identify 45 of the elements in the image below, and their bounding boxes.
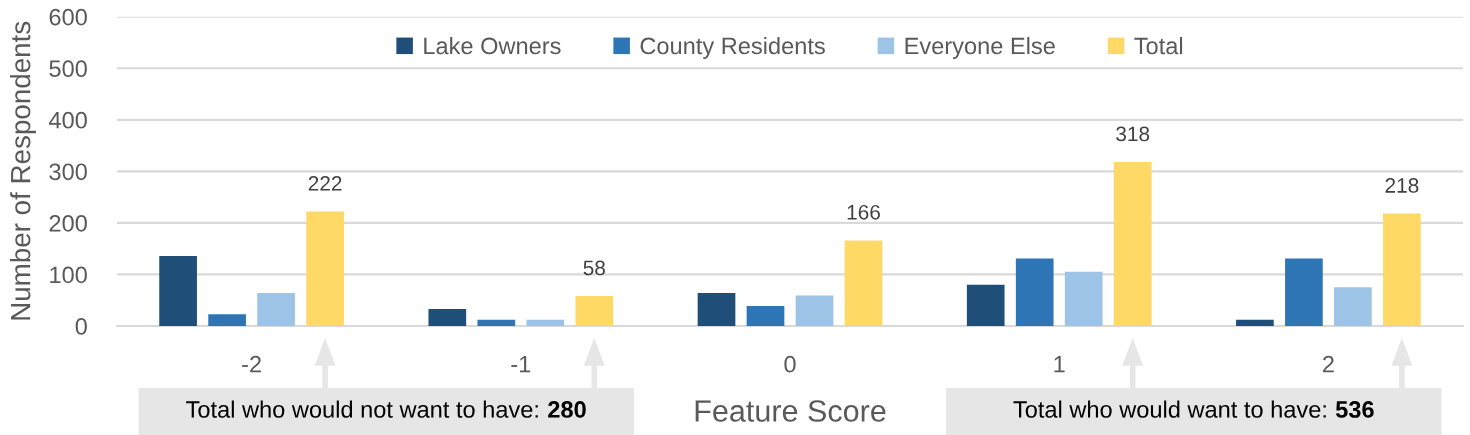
bar [428,308,467,326]
data-label: 218 [1385,178,1419,193]
bar [746,305,785,326]
y-tick-label: 200 [49,214,87,232]
bar [526,319,565,326]
bar [1064,271,1103,326]
x-tick-label: -2 [242,355,261,373]
y-tick-label: 600 [49,8,87,26]
y-tick-label: 400 [48,111,87,129]
x-tick-label: 2 [1323,355,1334,373]
data-label: 318 [1116,126,1150,142]
text: Total who would not want to have: 280 [186,400,586,418]
bar [257,293,295,326]
x-tick-label: 1 [1054,356,1065,373]
bar [966,284,1005,326]
y-tick-label: 500 [49,60,87,78]
y-tick-label: 100 [50,266,87,284]
y-tick-label: 300 [49,163,87,181]
bar [795,295,834,326]
bar [1334,287,1372,326]
bar [159,255,197,326]
bar [208,314,246,326]
bar [477,319,516,326]
bar [1236,319,1274,326]
x-tick-label: 0 [784,355,796,373]
bar [575,296,614,326]
legend-label: Lake Owners [424,36,561,55]
bar [1383,213,1421,326]
legend-label: County Residents [640,36,825,59]
data-label: 222 [308,176,342,191]
x-axis-title: Feature Score [695,400,886,422]
text: Total who would want to have: 536 [1013,400,1374,418]
bar [1285,258,1323,326]
legend-label: Everyone Else [905,36,1055,59]
y-tick-label: 0 [75,318,87,335]
x-tick-label: -1 [511,356,531,373]
bar [697,293,736,326]
bar [306,211,344,326]
y-axis-title: Number of Respondents [10,21,36,320]
data-label: 58 [583,260,605,276]
data-label: 166 [847,204,880,220]
bar [1113,162,1152,326]
bar [844,240,883,326]
bar [1015,258,1054,326]
legend-label: Total [1134,36,1183,55]
